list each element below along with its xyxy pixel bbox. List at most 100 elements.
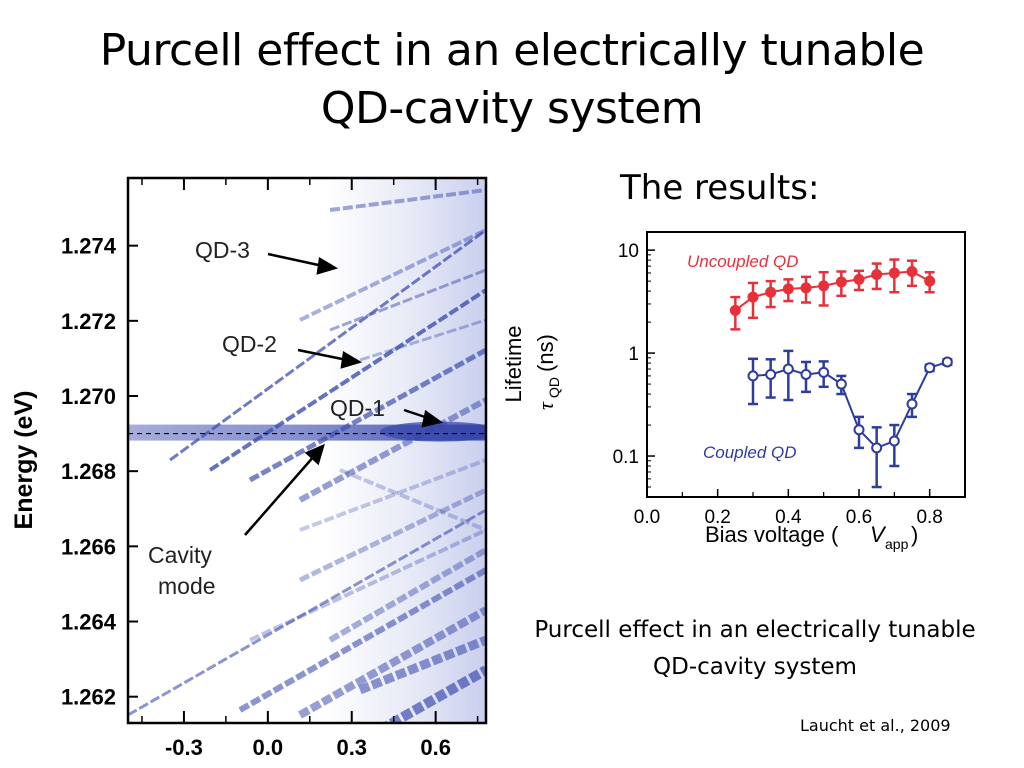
- data-point: [835, 276, 847, 288]
- cavity-mode-label-line2: mode: [158, 573, 216, 599]
- series-line: [752, 361, 948, 450]
- ylabel-unit: (ns): [533, 334, 558, 372]
- data-point: [765, 368, 777, 380]
- heatmap-emission-trace: [299, 458, 486, 532]
- heatmap-emission-trace: [382, 665, 486, 723]
- heatmap-ytick-label: 1.264: [61, 610, 117, 635]
- qd3-arrow: [267, 252, 324, 268]
- pl-heatmap-figure: 1.274 1.272 1.270 1.268 1.266 1.264 1.262 -0.3 0…: [10, 176, 488, 760]
- results-heading: The results:: [620, 168, 820, 208]
- heatmap-emission-trace: [339, 468, 486, 532]
- qd1-label: QD-1: [330, 395, 385, 421]
- xlabel-italic: V: [870, 522, 887, 547]
- heatmap-xtick-label: 0.3: [336, 735, 367, 760]
- slide-title-line2: QD-cavity system: [320, 83, 704, 134]
- heatmap-emission-trace: [249, 528, 486, 642]
- data-point: [835, 378, 847, 390]
- heatmap-ytick-label: 1.270: [61, 384, 116, 409]
- heatmap-emission-trace: [328, 547, 486, 643]
- qd3-arrowhead: [316, 256, 339, 275]
- xlabel-end: ): [911, 522, 918, 547]
- data-point: [853, 424, 865, 436]
- heatmap-emission-trace: [128, 508, 486, 717]
- lifetime-ytick-label: 1: [628, 344, 639, 365]
- cavity-mode-label-line1: Cavity: [148, 542, 212, 568]
- lifetime-ticks: 0.0 0.2 0.4 0.6 0.8 10 1 0.1: [613, 241, 966, 528]
- slide-title-line1: Purcell effect in an electrically tunabl…: [99, 25, 925, 76]
- data-point: [924, 362, 936, 374]
- heatmap-emission-trace: [298, 487, 486, 583]
- figure-caption: Purcell effect in an electrically tunabl…: [534, 617, 976, 680]
- lifetime-xtick-label: 0.4: [775, 507, 802, 528]
- lifetime-xtick-label: 0.0: [634, 507, 660, 528]
- heatmap-xtick-label: 0.6: [420, 735, 451, 760]
- qd2-label: QD-2: [222, 331, 277, 357]
- heatmap-emission-trace: [169, 228, 486, 462]
- qd2-arrowhead: [340, 350, 363, 369]
- data-point: [729, 304, 741, 316]
- legend-coupled-qd: Coupled QD: [703, 443, 797, 462]
- data-point: [800, 282, 812, 294]
- lifetime-xtick-label: 0.8: [916, 507, 942, 528]
- data-point: [853, 273, 865, 285]
- heatmap-emission-trace: [329, 188, 486, 212]
- lifetime-ylabel-line1: Lifetime: [501, 325, 526, 402]
- xlabel-main: Bias voltage (: [705, 522, 839, 547]
- heatmap-frame: [126, 176, 488, 725]
- data-point: [800, 368, 812, 380]
- ylabel-tau: τ: [533, 401, 558, 410]
- heatmap-ytick-label: 1.262: [61, 685, 116, 710]
- lifetime-plot-frame: [646, 231, 966, 498]
- data-point: [941, 356, 953, 368]
- citation: Laucht et al., 2009: [800, 716, 951, 735]
- heatmap-emission-trace: [298, 397, 486, 503]
- cavity-mode-band: [128, 424, 486, 441]
- ylabel-sub: QD: [546, 377, 562, 398]
- qd2-arrow: [297, 348, 348, 362]
- heatmap-ticks: 1.274 1.272 1.270 1.268 1.266 1.264 1.262 -0.3 0…: [61, 178, 479, 760]
- data-point: [765, 286, 777, 298]
- heatmap-ylabel: Energy (eV): [10, 391, 38, 530]
- heatmap-ytick-label: 1.274: [61, 234, 117, 259]
- lifetime-ylabel-line2: τ QD (ns): [533, 334, 562, 410]
- heatmap-emission-trace: [238, 567, 486, 713]
- data-point: [906, 266, 918, 278]
- series-coupled-qd: [747, 349, 953, 489]
- lifetime-xtick-label: 0.2: [704, 507, 730, 528]
- data-point: [871, 442, 883, 454]
- annotation-arrows: [244, 252, 443, 536]
- data-point: [906, 398, 918, 410]
- qd3-label: QD-3: [195, 237, 250, 263]
- heatmap-emission-trace: [358, 635, 486, 695]
- data-point: [782, 363, 794, 375]
- slide-title: Purcell effect in an electrically tunabl…: [0, 22, 1024, 138]
- lifetime-xtick-label: 0.6: [846, 507, 872, 528]
- data-point: [818, 366, 830, 378]
- xlabel-sub: app: [885, 536, 909, 552]
- cavity-mode-arrow: [244, 454, 316, 536]
- lifetime-xlabel: Bias voltage ( V app ): [705, 522, 918, 552]
- heatmap-emission-trace: [329, 268, 486, 332]
- cavity-mode-arrowhead: [304, 443, 325, 466]
- lifetime-series: [729, 258, 953, 489]
- heatmap-xtick-label: -0.3: [165, 735, 203, 760]
- series-line: [734, 270, 931, 312]
- lifetime-chart: 0.0 0.2 0.4 0.6 0.8 10 1 0.1 Uncoupled QD Coupl…: [501, 231, 966, 552]
- legend-uncoupled-qd: Uncoupled QD: [687, 252, 799, 271]
- lifetime-ytick-label: 0.1: [613, 447, 639, 468]
- data-point: [871, 268, 883, 280]
- lifetime-ytick-label: 10: [618, 241, 639, 262]
- data-point: [888, 267, 900, 279]
- data-point: [747, 291, 759, 303]
- data-point: [924, 275, 936, 287]
- qd1-arrowhead: [421, 409, 443, 428]
- heatmap-ytick-label: 1.266: [61, 534, 116, 559]
- heatmap-ytick-label: 1.272: [61, 309, 116, 334]
- data-point: [888, 435, 900, 447]
- heatmap-emission-trace: [299, 228, 486, 322]
- series-uncoupled-qd: [729, 258, 936, 331]
- data-point: [782, 283, 794, 295]
- heatmap-emission-trace: [359, 318, 486, 362]
- heatmap-plot-area: [128, 178, 486, 723]
- heatmap-emission-trace: [248, 347, 486, 483]
